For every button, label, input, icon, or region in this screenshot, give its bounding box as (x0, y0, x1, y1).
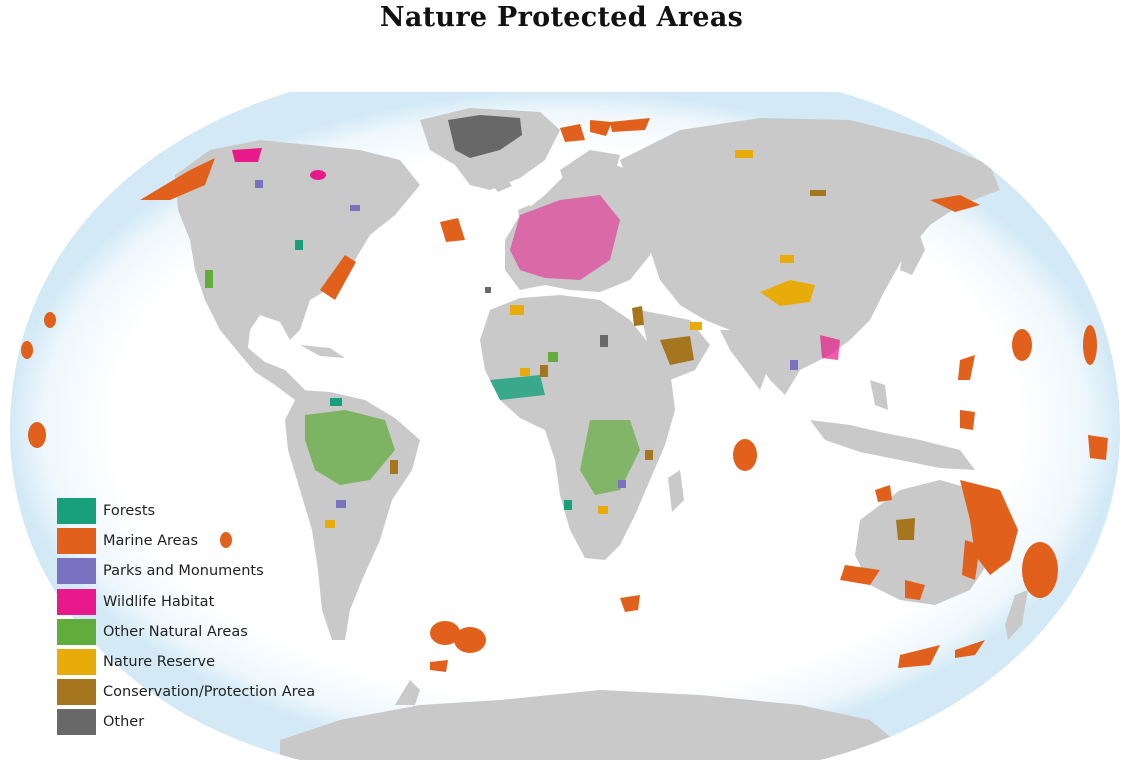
asia (620, 118, 1000, 395)
antarctic-peninsula (395, 680, 420, 705)
legend-swatch (57, 649, 96, 676)
map-legend: Forests Marine Areas Parks and Monuments Wi… (57, 496, 315, 738)
legend-label: Wildlife Habitat (103, 593, 215, 610)
legend-item: Other (57, 707, 315, 737)
legend-swatch (57, 588, 96, 615)
page-title: Nature Protected Areas (379, 2, 744, 33)
legend-swatch (57, 528, 96, 555)
legend-label: Other Natural Areas (103, 623, 248, 640)
legend-swatch (57, 558, 96, 585)
caribbean (300, 345, 345, 358)
indonesia (810, 420, 975, 470)
antarctica (280, 690, 900, 760)
legend-item: Parks and Monuments (57, 556, 315, 586)
legend-label: Nature Reserve (103, 654, 216, 671)
wildlife-habitat (232, 148, 840, 360)
legend-swatch (57, 498, 96, 525)
legend-swatch (57, 679, 96, 706)
australia (855, 480, 995, 605)
parks-and-monuments (255, 180, 798, 508)
legend-item: Marine Areas (57, 526, 315, 556)
iceland (488, 176, 512, 192)
conservation-protection (390, 190, 915, 540)
philippines (870, 380, 888, 410)
area-other-greenland (448, 115, 522, 158)
legend-item: Forests (57, 496, 315, 526)
legend-swatch (57, 618, 96, 645)
legend-swatch (57, 709, 96, 736)
legend-label: Other (103, 714, 145, 731)
africa (480, 295, 675, 560)
marine-areas (21, 118, 1108, 672)
legend-label: Parks and Monuments (103, 563, 264, 580)
japan (900, 230, 925, 275)
legend-item: Wildlife Habitat (57, 587, 315, 617)
madagascar (668, 470, 684, 512)
area-other-2 (485, 287, 491, 293)
legend-item: Other Natural Areas (57, 617, 315, 647)
legend-item: Nature Reserve (57, 647, 315, 677)
legend-item: Conservation/Protection Area (57, 677, 315, 707)
area-other-1 (600, 335, 608, 347)
forests (295, 240, 572, 510)
legend-label: Forests (103, 503, 156, 520)
scandinavia (560, 150, 620, 200)
other-natural-areas (205, 270, 640, 495)
legend-label: Conservation/Protection Area (103, 684, 316, 701)
new-zealand (1005, 590, 1028, 640)
india (720, 330, 775, 390)
nature-reserve (325, 150, 815, 528)
legend-label: Marine Areas (103, 533, 199, 550)
